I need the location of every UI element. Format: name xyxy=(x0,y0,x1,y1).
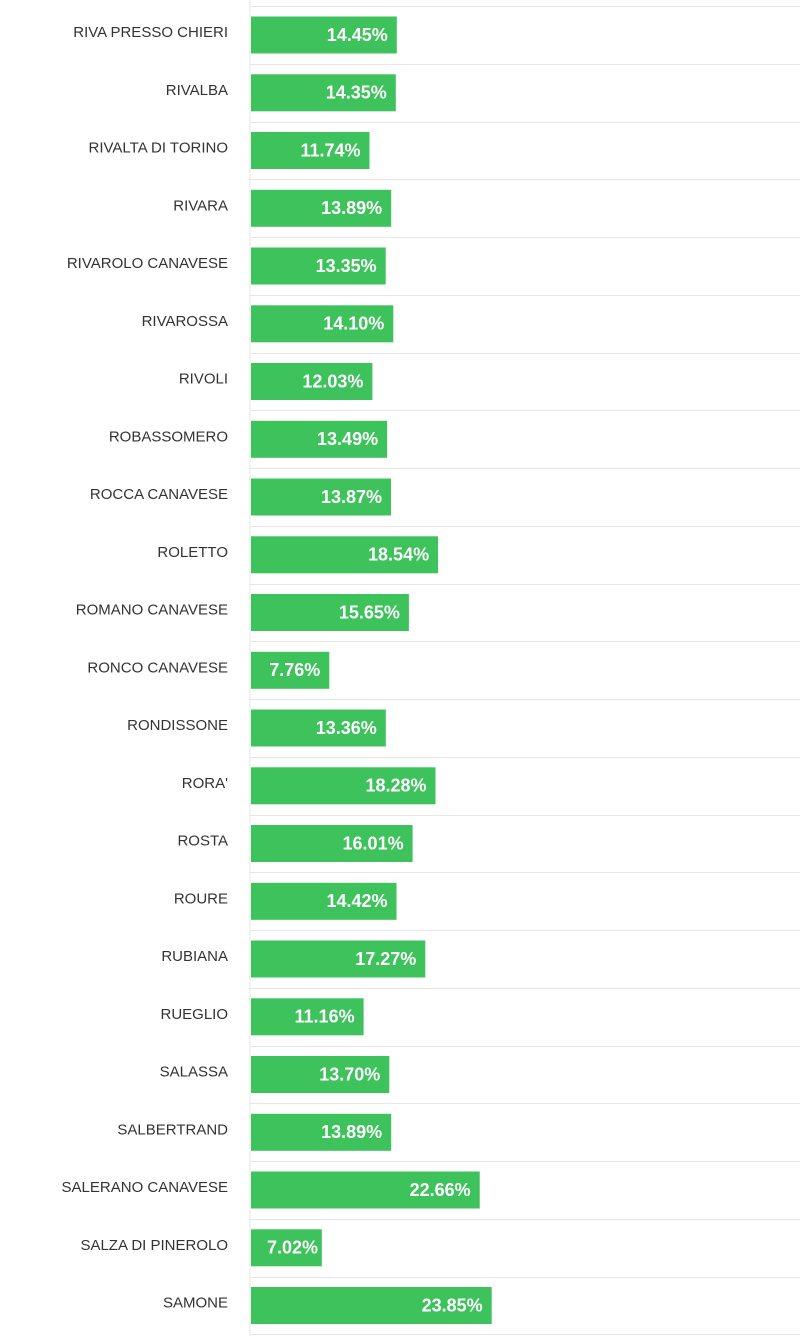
bar[interactable] xyxy=(251,247,386,285)
bar[interactable] xyxy=(251,1229,322,1267)
value-label: 13.35% xyxy=(316,256,377,276)
value-label: 11.16% xyxy=(295,1007,355,1027)
bar[interactable] xyxy=(251,709,386,747)
category-label: RIVALTA DI TORINO xyxy=(89,139,228,156)
value-label: 12.03% xyxy=(302,371,363,391)
category-label: ROBASSOMERO xyxy=(109,428,228,445)
category-label: RUEGLIO xyxy=(160,1006,228,1023)
value-label: 13.89% xyxy=(321,1122,382,1142)
value-label: 13.70% xyxy=(319,1064,380,1084)
value-label: 17.27% xyxy=(355,949,416,969)
bar[interactable] xyxy=(251,767,436,805)
category-label: RONCO CANAVESE xyxy=(87,659,228,676)
bar[interactable] xyxy=(251,882,397,920)
category-label: ROURE xyxy=(174,890,228,907)
category-label: ROMANO CANAVESE xyxy=(76,601,228,618)
bar[interactable] xyxy=(251,1287,492,1324)
bar[interactable] xyxy=(251,189,392,227)
value-label: 23.85% xyxy=(422,1295,483,1315)
value-label: 22.66% xyxy=(410,1180,471,1200)
bar[interactable] xyxy=(251,536,439,574)
category-label: RONDISSONE xyxy=(127,717,228,734)
bar[interactable] xyxy=(251,594,409,631)
value-label: 15.65% xyxy=(339,602,400,622)
value-label: 13.49% xyxy=(317,429,378,449)
category-label: RIVAROLO CANAVESE xyxy=(67,255,228,272)
value-label: 13.89% xyxy=(321,198,382,218)
bar[interactable] xyxy=(251,651,330,689)
bar[interactable] xyxy=(251,16,397,54)
gridlines xyxy=(250,6,800,1335)
value-label: 13.36% xyxy=(316,718,377,738)
value-label: 14.35% xyxy=(326,83,387,103)
value-label: 14.42% xyxy=(326,891,387,911)
bar[interactable] xyxy=(251,940,426,978)
bars xyxy=(251,16,492,1324)
bar[interactable] xyxy=(251,825,413,862)
category-label: SALBERTRAND xyxy=(117,1121,228,1138)
bar[interactable] xyxy=(251,1056,390,1093)
category-label: RIVALBA xyxy=(166,82,228,99)
bar[interactable] xyxy=(251,420,388,458)
category-label: SALZA DI PINEROLO xyxy=(80,1237,228,1254)
category-label: RIVA PRESSO CHIERI xyxy=(73,24,228,41)
value-label: 14.10% xyxy=(323,314,384,334)
category-label: ROLETTO xyxy=(157,544,228,561)
bar[interactable] xyxy=(251,74,396,112)
bar[interactable] xyxy=(251,478,391,516)
value-label: 18.54% xyxy=(368,545,429,565)
value-label: 16.01% xyxy=(343,833,404,853)
value-label: 11.74% xyxy=(300,140,360,160)
category-label: ROCCA CANAVESE xyxy=(90,486,228,503)
value-label: 18.28% xyxy=(365,776,426,796)
bar[interactable] xyxy=(251,1171,480,1209)
value-labels: 14.45% 14.35% 11.74% 13.89% 13.35% 14.10% 12.0… xyxy=(267,25,483,1316)
value-label: 7.76% xyxy=(269,660,320,680)
category-label: RUBIANA xyxy=(161,948,228,965)
value-label: 7.02% xyxy=(267,1238,318,1258)
category-label: RIVOLI xyxy=(179,370,228,387)
value-label: 14.45% xyxy=(327,25,388,45)
bar[interactable] xyxy=(251,363,373,400)
value-label: 13.87% xyxy=(321,487,382,507)
bar[interactable] xyxy=(251,1113,392,1151)
category-label: ROSTA xyxy=(177,832,228,849)
category-labels: RIVA PRESSO CHIERI RIVALBA RIVALTA DI TORI… xyxy=(62,24,229,1312)
bar[interactable] xyxy=(251,132,370,169)
bar[interactable] xyxy=(251,998,364,1036)
category-label: RIVAROSSA xyxy=(142,313,228,330)
category-label: RIVARA xyxy=(173,197,228,214)
bar[interactable] xyxy=(251,305,394,343)
category-label: RORA' xyxy=(182,775,228,792)
category-label: SALERANO CANAVESE xyxy=(62,1179,228,1196)
category-label: SAMONE xyxy=(163,1294,228,1311)
category-label: SALASSA xyxy=(160,1063,228,1080)
